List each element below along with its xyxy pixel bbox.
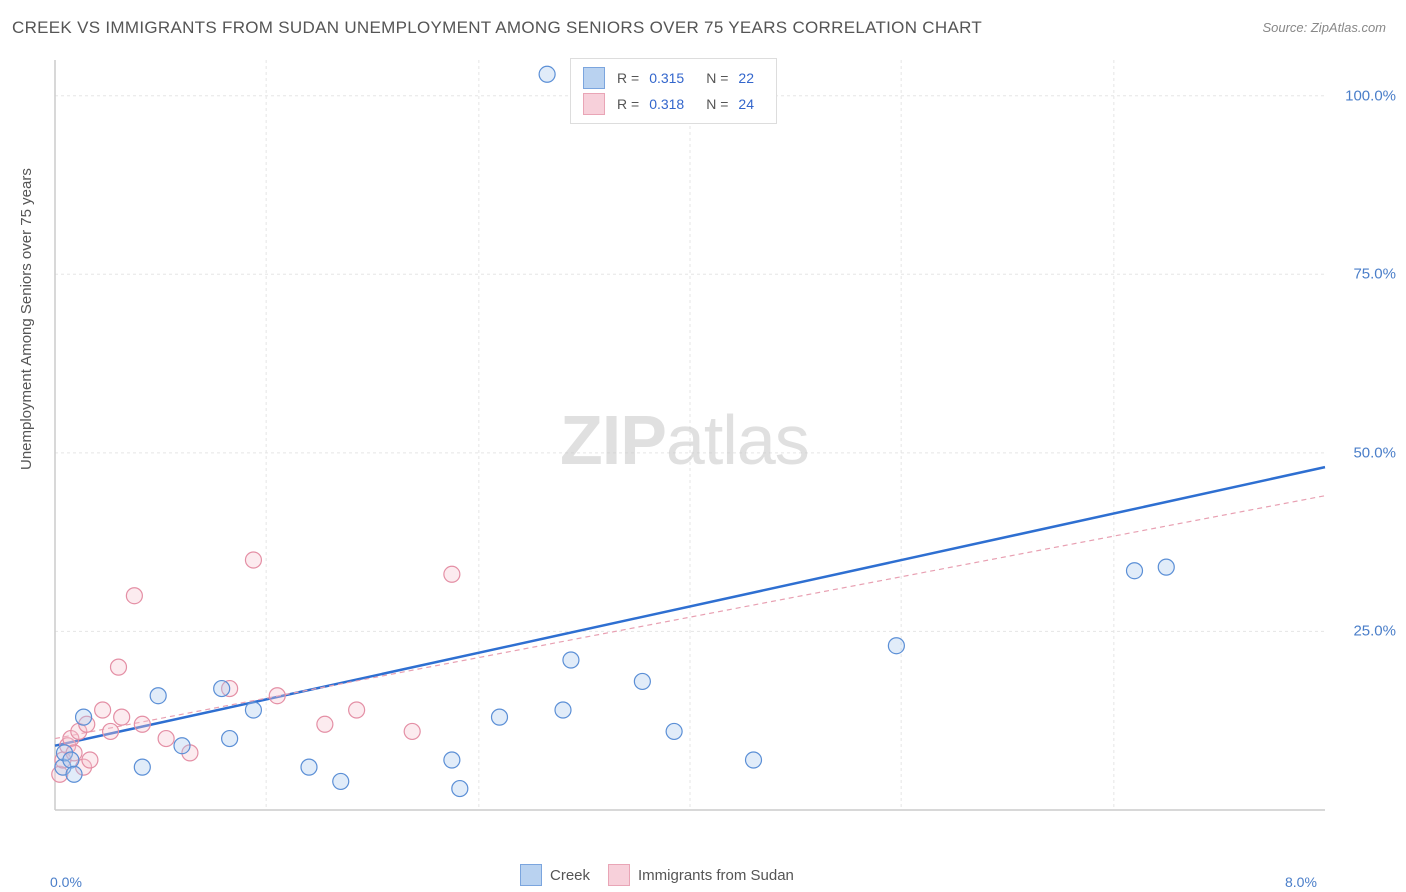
data-point [444,752,460,768]
legend-label: Creek [550,867,590,884]
data-point [746,752,762,768]
data-point [245,702,261,718]
data-point [404,723,420,739]
data-point [63,752,79,768]
data-point [245,552,261,568]
data-point [82,752,98,768]
legend-swatch [608,864,630,886]
r-value: 0.315 [649,65,684,91]
legend-row: R = 0.315 N = 22 [583,65,764,91]
n-value: 22 [738,65,754,91]
stats-legend: R = 0.315 N = 22 R = 0.318 N = 24 [570,58,777,124]
data-point [174,738,190,754]
data-point [111,659,127,675]
r-label: R = [617,91,639,117]
data-point [563,652,579,668]
data-point [492,709,508,725]
data-point [114,709,130,725]
data-point [134,759,150,775]
data-point [333,773,349,789]
data-point [158,731,174,747]
data-point [103,723,119,739]
legend-item: Immigrants from Sudan [608,864,794,886]
data-point [452,781,468,797]
data-point [1127,563,1143,579]
plot-area [50,55,1385,850]
data-point [349,702,365,718]
data-point [95,702,111,718]
r-value: 0.318 [649,91,684,117]
y-tick-label: 75.0% [1353,266,1396,283]
legend-label: Immigrants from Sudan [638,867,794,884]
correlation-chart: CREEK VS IMMIGRANTS FROM SUDAN UNEMPLOYM… [0,0,1406,892]
data-point [134,716,150,732]
n-label: N = [706,91,728,117]
data-point [539,66,555,82]
data-point [666,723,682,739]
data-point [214,681,230,697]
data-point [888,638,904,654]
legend-swatch [583,93,605,115]
legend-swatch [520,864,542,886]
data-point [150,688,166,704]
data-point [555,702,571,718]
y-tick-label: 50.0% [1353,444,1396,461]
data-point [269,688,285,704]
y-tick-label: 25.0% [1353,623,1396,640]
data-point [444,566,460,582]
legend-row: R = 0.318 N = 24 [583,91,764,117]
y-axis-label: Unemployment Among Seniors over 75 years [18,168,35,470]
r-label: R = [617,65,639,91]
data-point [66,766,82,782]
x-tick-label: 0.0% [50,874,82,890]
n-label: N = [706,65,728,91]
source-label: Source: ZipAtlas.com [1262,20,1386,35]
legend-item: Creek [520,864,590,886]
n-value: 24 [738,91,754,117]
y-tick-label: 100.0% [1345,87,1396,104]
chart-title: CREEK VS IMMIGRANTS FROM SUDAN UNEMPLOYM… [12,18,982,38]
data-point [317,716,333,732]
data-point [1158,559,1174,575]
data-point [634,673,650,689]
data-point [222,731,238,747]
series-legend: Creek Immigrants from Sudan [520,864,794,886]
data-point [126,588,142,604]
data-point [76,709,92,725]
data-point [301,759,317,775]
x-tick-label: 8.0% [1285,874,1317,890]
legend-swatch [583,67,605,89]
